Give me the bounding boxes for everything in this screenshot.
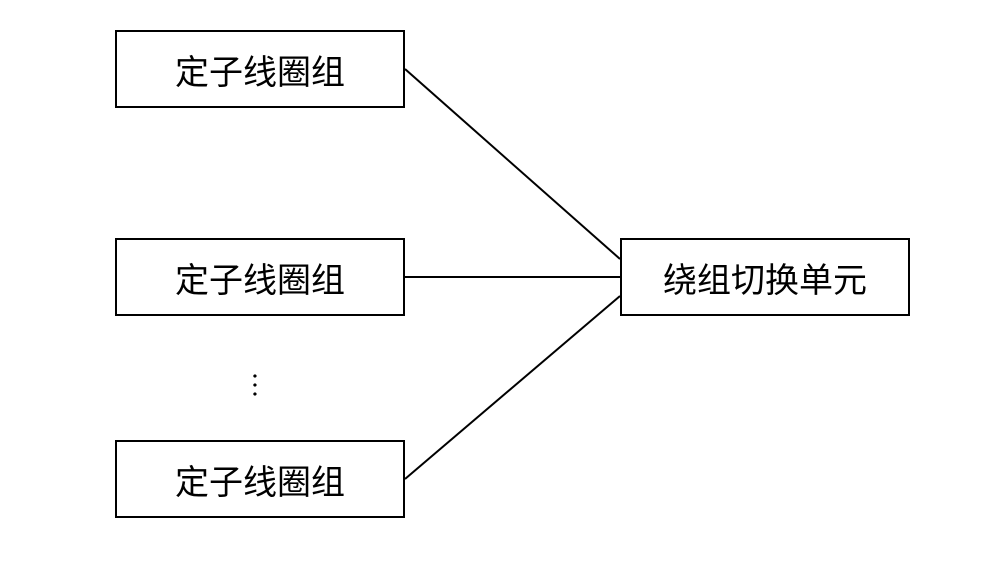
edge-coil1-to-switch [405, 69, 620, 259]
node-switch-unit: 绕组切换单元 [620, 238, 910, 316]
node-coil-group-1: 定子线圈组 [115, 30, 405, 108]
ellipsis-vertical: ... [246, 373, 278, 400]
node-coil-group-2: 定子线圈组 [115, 238, 405, 316]
node-label: 绕组切换单元 [663, 253, 867, 302]
node-coil-group-n: 定子线圈组 [115, 440, 405, 518]
node-label: 定子线圈组 [175, 45, 345, 94]
node-label: 定子线圈组 [175, 455, 345, 504]
node-label: 定子线圈组 [175, 253, 345, 302]
diagram-stage: 定子线圈组 定子线圈组 定子线圈组 绕组切换单元 ... [0, 0, 1000, 562]
edge-coiln-to-switch [405, 296, 620, 479]
ellipsis-text: ... [247, 373, 278, 400]
